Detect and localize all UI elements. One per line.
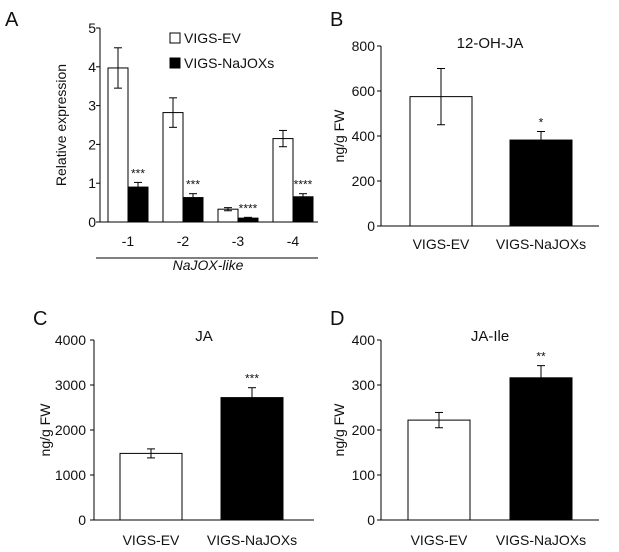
panel-c-bar-najoxs — [220, 397, 284, 521]
panel-d-bar-najoxs — [509, 377, 573, 521]
panel-a-y-tick-label: 0 — [88, 214, 96, 230]
panel-b-title: 12-OH-JA — [457, 35, 524, 52]
panel-a-x-tick-label: -4 — [287, 233, 300, 249]
panel-b-x-tick-label: VIGS-NaJOXs — [496, 236, 586, 252]
panel-d-y-tick-label: 100 — [352, 467, 376, 483]
panel-d-y-tick-label: 400 — [352, 332, 376, 348]
panel-a-bar-ev-1 — [107, 67, 129, 223]
panel-d-y-tick-label: 200 — [352, 422, 376, 438]
panel-d-y-axis-label: ng/g FW — [331, 403, 347, 457]
panel-a-y-tick-label: 3 — [88, 98, 96, 114]
panel-a-legend-swatch-ev — [169, 32, 181, 44]
panel-a-x-tick-label: -3 — [232, 233, 245, 249]
panel-d-y-tick-label: 0 — [367, 512, 375, 528]
panel-a-legend-label-najoxs: VIGS-NaJOXs — [184, 55, 274, 71]
panel-a-bar-najoxs-4-significance: **** — [294, 178, 313, 192]
panel-a-x-axis-label: NaJOX-like — [173, 257, 244, 273]
panel-d-letter: D — [330, 308, 344, 330]
panel-a-x-tick-label: -2 — [177, 233, 190, 249]
panel-a-x-tick-label: -1 — [122, 233, 135, 249]
panel-a-bar-najoxs-1 — [127, 186, 149, 223]
panel-d-title: JA-Ile — [471, 328, 509, 345]
panel-b-y-tick-label: 800 — [352, 38, 376, 54]
panel-a-y-tick-label: 2 — [88, 136, 96, 152]
panel-a-bar-ev-2 — [162, 112, 184, 223]
panel-a-bar-najoxs-2-significance: *** — [186, 178, 200, 192]
panel-d-x-tick-label: VIGS-NaJOXs — [496, 532, 586, 548]
panel-a-y-axis-label: Relative expression — [53, 64, 69, 186]
panel-a-bar-najoxs-1-significance: *** — [131, 166, 145, 180]
panel-a-y-tick-label: 5 — [88, 20, 96, 36]
panel-b-bar-najoxs — [509, 139, 573, 227]
panel-c-bar-najoxs-significance: *** — [245, 372, 259, 386]
panel-b-bar-najoxs-significance: * — [539, 116, 544, 130]
panel-b-y-tick-label: 400 — [352, 128, 376, 144]
panel-b-letter: B — [330, 9, 343, 31]
panel-a-bar-ev-4 — [272, 138, 294, 223]
panel-c-y-tick-label: 3000 — [55, 377, 86, 393]
panel-b-y-tick-label: 200 — [352, 173, 376, 189]
panel-a-legend-swatch-najoxs — [169, 57, 181, 69]
panel-c-x-tick-label: VIGS-NaJOXs — [207, 532, 297, 548]
panel-d-bar-najoxs-significance: ** — [536, 350, 546, 364]
panel-c-bar-ev — [119, 452, 183, 521]
panel-c-x-tick-label: VIGS-EV — [123, 532, 180, 548]
panel-b-y-axis-label: ng/g FW — [331, 109, 347, 163]
panel-b-y-tick-label: 600 — [352, 83, 376, 99]
panel-a-y-tick-label: 4 — [88, 59, 96, 75]
panel-a-legend-label-ev: VIGS-EV — [184, 30, 241, 46]
panel-c-y-tick-label: 1000 — [55, 467, 86, 483]
panel-c-y-tick-label: 0 — [78, 512, 86, 528]
panel-c-y-axis-label: ng/g FW — [37, 403, 53, 457]
panel-a-bar-najoxs-4 — [292, 196, 314, 223]
panel-c-y-tick-label: 4000 — [55, 332, 86, 348]
panel-a-y-tick-label: 1 — [88, 175, 96, 191]
panel-d-bar-ev — [407, 419, 471, 521]
panel-c-title: JA — [195, 328, 213, 345]
panel-b-y-tick-label: 0 — [367, 218, 375, 234]
panel-c-y-tick-label: 2000 — [55, 422, 86, 438]
panel-a-bar-najoxs-3-significance: **** — [239, 201, 258, 215]
panel-a-letter: A — [5, 9, 19, 31]
panel-d-x-tick-label: VIGS-EV — [411, 532, 468, 548]
panel-d-y-tick-label: 300 — [352, 377, 376, 393]
panel-b-x-tick-label: VIGS-EV — [413, 236, 470, 252]
panel-c-letter: C — [33, 308, 47, 330]
